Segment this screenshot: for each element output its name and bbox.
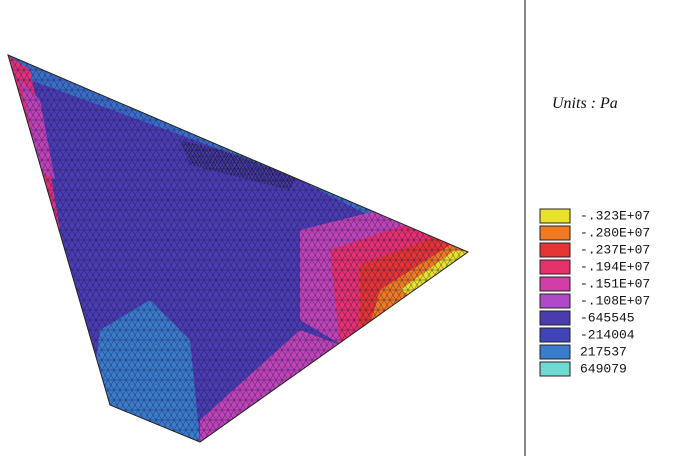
legend-label: -.280E+07: [580, 225, 650, 240]
legend-label: -.194E+07: [580, 259, 650, 274]
legend-label: -645545: [580, 310, 635, 325]
legend-label: -.323E+07: [580, 208, 650, 223]
legend: -.323E+07 -.280E+07 -.237E+07 -.194E+07 -.15…: [539, 208, 650, 377]
legend-swatch: [539, 208, 571, 224]
units-label: Units : Pa: [552, 95, 618, 112]
legend-label: -.151E+07: [580, 276, 650, 291]
legend-label: -.237E+07: [580, 242, 650, 257]
legend-swatch: [539, 293, 571, 309]
legend-swatch: [539, 259, 571, 275]
legend-swatch: [539, 344, 571, 360]
legend-label: -.108E+07: [580, 293, 650, 308]
legend-swatch: [539, 242, 571, 258]
legend-swatch: [539, 327, 571, 343]
legend-label: 217537: [580, 344, 627, 359]
legend-swatch: [539, 276, 571, 292]
legend-label: -214004: [580, 327, 635, 342]
legend-swatch: [539, 361, 571, 377]
legend-swatch: [539, 225, 571, 241]
legend-label: 649079: [580, 361, 627, 376]
legend-swatch: [539, 310, 571, 326]
mesh: [8, 55, 468, 442]
